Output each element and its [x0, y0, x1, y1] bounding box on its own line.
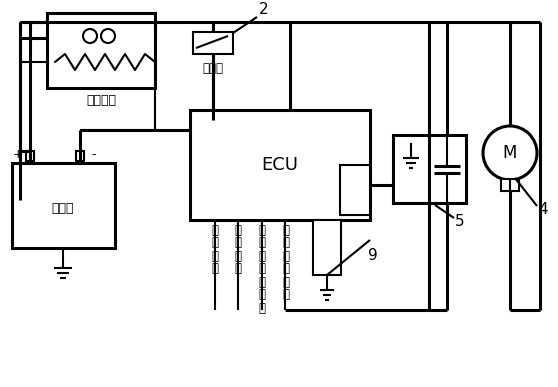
Text: 关: 关: [234, 262, 242, 276]
Text: 信: 信: [282, 276, 290, 288]
Text: 号: 号: [282, 288, 290, 301]
Text: 转: 转: [234, 236, 242, 250]
Bar: [393, 135, 466, 203]
Text: 水: 水: [282, 250, 290, 262]
Bar: [47, 13, 155, 88]
Text: 崌: 崌: [211, 250, 219, 262]
Text: 号: 号: [211, 262, 219, 276]
Text: 5: 5: [455, 214, 465, 229]
Bar: [340, 165, 370, 215]
Text: +: +: [13, 149, 23, 161]
Text: 液位计: 液位计: [203, 62, 224, 75]
Text: 4: 4: [538, 202, 548, 217]
Bar: [501, 179, 519, 191]
Text: 信: 信: [258, 288, 266, 301]
Bar: [190, 110, 370, 220]
Bar: [76, 151, 84, 161]
Bar: [313, 220, 341, 275]
Text: 通: 通: [282, 262, 290, 276]
Text: 车: 车: [211, 224, 219, 236]
Text: M: M: [503, 144, 517, 162]
Text: ECU: ECU: [262, 156, 299, 174]
Text: 主继电器: 主继电器: [86, 94, 116, 108]
Text: 机: 机: [282, 236, 290, 250]
Bar: [26, 151, 34, 161]
Text: 油: 油: [282, 224, 290, 236]
Text: 水: 水: [258, 262, 266, 276]
Bar: [12, 163, 115, 248]
Text: 机: 机: [258, 250, 266, 262]
Text: 油: 油: [258, 224, 266, 236]
Text: 高: 高: [211, 236, 219, 250]
Text: 空: 空: [234, 224, 242, 236]
Text: 通: 通: [258, 276, 266, 288]
Bar: [193, 32, 233, 54]
Text: 开: 开: [234, 250, 242, 262]
Text: 号: 号: [258, 301, 266, 315]
Text: 9: 9: [368, 248, 378, 262]
Text: 2: 2: [259, 2, 269, 17]
Text: 油: 油: [258, 236, 266, 250]
Text: -: -: [92, 149, 96, 161]
Text: 蓄电池: 蓄电池: [52, 202, 74, 214]
